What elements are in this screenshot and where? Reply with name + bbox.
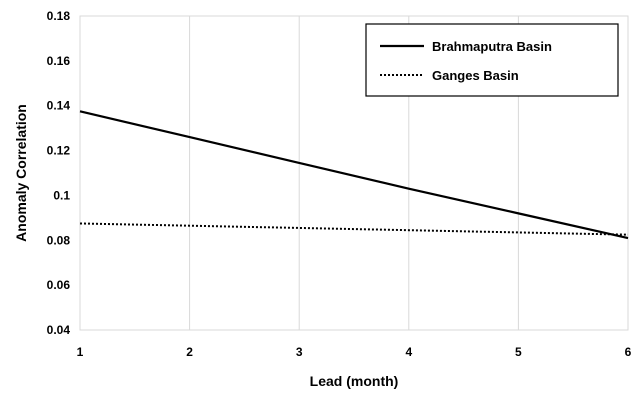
x-tick-label: 6: [625, 345, 632, 359]
legend-label-brahmaputra: Brahmaputra Basin: [432, 39, 552, 54]
series-layer: [79, 110, 629, 240]
y-tick-label: 0.04: [47, 323, 71, 337]
plot-frame: [79, 15, 629, 331]
y-tick-label: 0.12: [47, 144, 71, 158]
x-axis-title: Lead (month): [310, 373, 399, 389]
y-tick-label: 0.16: [47, 54, 71, 68]
y-axis-title: Anomaly Correlation: [13, 104, 29, 242]
y-tick-label: 0.18: [47, 9, 71, 23]
x-tick-label: 1: [77, 345, 84, 359]
x-tick-label: 4: [405, 345, 412, 359]
x-tick-label: 5: [515, 345, 522, 359]
legend-label-ganges: Ganges Basin: [432, 68, 519, 83]
y-tick-label: 0.06: [47, 278, 71, 292]
x-tick-label: 2: [186, 345, 193, 359]
series-line-brahmaputra: [79, 110, 629, 240]
x-axis-ticks: 1 2 3 4 5 6: [77, 345, 632, 359]
series-line-ganges: [79, 222, 629, 236]
y-tick-label: 0.1: [53, 188, 70, 202]
y-tick-label: 0.14: [47, 99, 71, 113]
y-tick-label: 0.08: [47, 233, 71, 247]
x-tick-label: 3: [296, 345, 303, 359]
legend: Brahmaputra Basin Ganges Basin: [365, 23, 619, 97]
y-axis-ticks: 0.04 0.06 0.08 0.1 0.12 0.14 0.16 0.18: [47, 9, 71, 337]
legend-box: [365, 23, 619, 97]
